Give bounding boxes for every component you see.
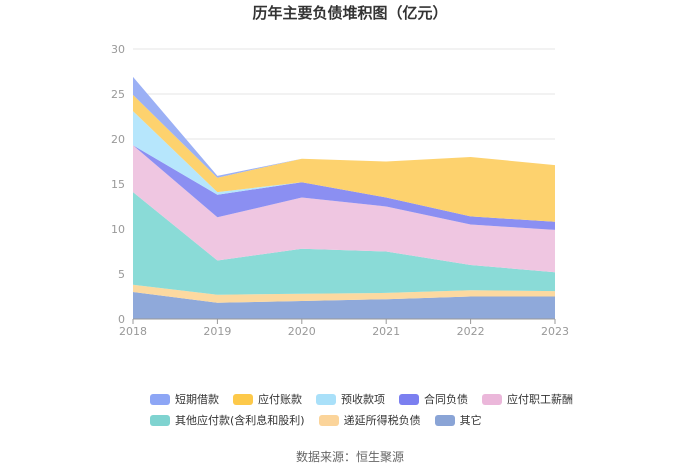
stacked-area-chart: 0 5 10 15 20 25 30 2018 2019 2020 2021 2022 2023	[111, 43, 569, 338]
legend-label: 其他应付款(含利息和股利)	[175, 414, 305, 427]
legend-label: 应付账款	[258, 393, 302, 406]
y-tick-label: 5	[118, 268, 125, 281]
legend-swatch	[399, 393, 419, 405]
legend-item[interactable]: 其它	[434, 412, 482, 428]
y-tick-label: 10	[111, 223, 125, 236]
legend: 短期借款 应付账款 预收款项 合同负债 应付职工薪酬 其他应付款(含利息和股利) 递延所得…	[150, 389, 580, 431]
legend-label: 应付职工薪酬	[507, 393, 573, 406]
x-tick-label: 2020	[288, 325, 316, 338]
legend-item[interactable]: 预收款项	[316, 391, 385, 407]
axes: 0 5 10 15 20 25 30 2018 2019 2020 2021 2022 2023	[111, 43, 569, 338]
y-tick-label: 0	[118, 313, 125, 326]
y-tick-label: 20	[111, 133, 125, 146]
legend-item[interactable]: 递延所得税负债	[318, 412, 421, 428]
x-tick-label: 2021	[372, 325, 400, 338]
legend-swatch	[233, 393, 253, 405]
legend-label: 预收款项	[341, 393, 385, 406]
x-tick-label: 2018	[119, 325, 147, 338]
legend-swatch	[150, 414, 170, 426]
legend-item[interactable]: 短期借款	[150, 391, 219, 407]
legend-label: 递延所得税负债	[343, 414, 421, 427]
x-tick-label: 2023	[541, 325, 569, 338]
legend-label: 其它	[459, 414, 482, 427]
legend-item[interactable]: 应付账款	[233, 391, 302, 407]
legend-item[interactable]: 合同负债	[399, 391, 468, 407]
y-tick-label: 25	[111, 88, 125, 101]
area-合同负债	[133, 145, 555, 230]
chart-title: 历年主要负债堆积图（亿元）	[252, 4, 448, 22]
area-其他应付款(含利息和股利)	[133, 192, 555, 295]
legend-item[interactable]: 其他应付款(含利息和股利)	[150, 412, 305, 428]
legend-swatch	[150, 393, 170, 405]
area-递延所得税负债	[133, 284, 555, 303]
legend-swatch	[434, 414, 455, 426]
x-tick-label: 2022	[457, 325, 485, 338]
legend-item[interactable]: 应付职工薪酬	[482, 391, 573, 407]
area-应付职工薪酬	[133, 145, 555, 273]
area-series	[133, 76, 555, 319]
source-note: 数据来源：恒生聚源	[295, 450, 404, 464]
y-tick-label: 30	[111, 43, 125, 56]
legend-row: 短期借款 应付账款 预收款项 合同负债 应付职工薪酬	[150, 389, 580, 409]
legend-row: 其他应付款(含利息和股利) 递延所得税负债 其它	[150, 410, 580, 430]
y-tick-label: 15	[111, 178, 125, 191]
legend-swatch	[482, 393, 502, 405]
x-tick-label: 2019	[203, 325, 231, 338]
area-应付账款	[133, 94, 555, 222]
legend-swatch	[316, 393, 336, 405]
legend-label: 合同负债	[424, 393, 468, 406]
area-其它	[133, 292, 555, 319]
legend-swatch	[318, 414, 339, 426]
legend-label: 短期借款	[175, 393, 219, 406]
